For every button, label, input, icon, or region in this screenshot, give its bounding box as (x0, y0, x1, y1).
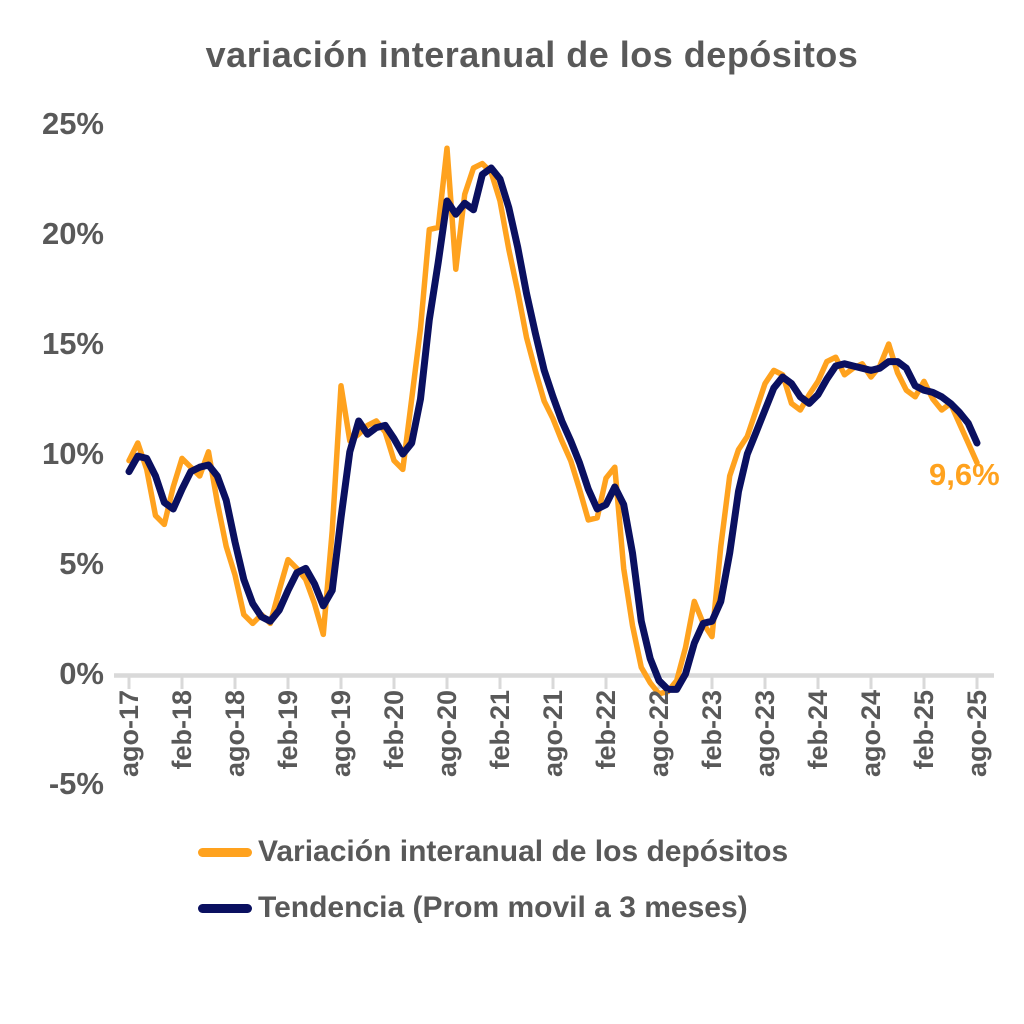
x-axis-label: ago-25 (962, 690, 992, 778)
x-axis-label: feb-24 (803, 690, 833, 770)
x-axis-label: ago-21 (538, 690, 568, 778)
series-line-tendencia (125, 164, 981, 693)
x-axis-label: ago-19 (326, 690, 356, 778)
x-axis-label: ago-22 (644, 690, 674, 778)
legend-label-variacion: Variación interanual de los depósitos (258, 835, 789, 868)
legend-label-tendencia: Tendencia (Prom movil a 3 meses) (258, 891, 748, 924)
x-axis-label: feb-23 (697, 690, 727, 770)
legend-swatch-variacion (198, 847, 252, 857)
x-axis-label: feb-21 (485, 690, 515, 770)
y-axis-label: 0% (59, 656, 104, 691)
x-axis-label: feb-25 (909, 690, 939, 770)
end-value-annotation: 9,6% (929, 457, 1000, 492)
legend: Variación interanual de los depósitos Te… (198, 835, 789, 948)
y-axis-label: 20% (41, 216, 104, 251)
y-axis-label: 25% (41, 106, 104, 141)
legend-item-variacion: Variación interanual de los depósitos (198, 835, 789, 868)
x-axis-label: ago-17 (114, 690, 144, 778)
x-axis-label: ago-23 (750, 690, 780, 778)
x-axis-label: feb-22 (591, 690, 621, 770)
y-axis-label: 10% (41, 436, 104, 471)
y-axis-label: -5% (48, 766, 104, 801)
x-axis-label: feb-19 (273, 690, 303, 770)
legend-item-tendencia: Tendencia (Prom movil a 3 meses) (198, 891, 788, 924)
y-axis-label: 5% (59, 546, 104, 581)
chart-title: variación interanual de los depósitos (205, 34, 859, 75)
x-axis-label: ago-24 (856, 690, 886, 778)
x-axis-label: ago-18 (220, 690, 250, 778)
x-axis-label: ago-20 (432, 690, 462, 778)
x-axis-label: feb-20 (379, 690, 409, 770)
legend-swatch-tendencia (198, 903, 252, 913)
x-axis-label: feb-18 (167, 690, 197, 770)
y-axis-label: 15% (41, 326, 104, 361)
